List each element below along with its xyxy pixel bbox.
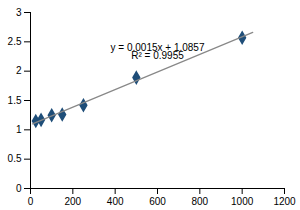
svg-text:200: 200 — [64, 196, 81, 207]
svg-text:y = 0.0015x + 1.0857: y = 0.0015x + 1.0857 — [110, 41, 205, 53]
svg-text:3: 3 — [16, 7, 22, 18]
svg-text:1000: 1000 — [231, 196, 254, 207]
svg-text:0: 0 — [16, 183, 22, 194]
svg-text:0: 0 — [28, 196, 34, 207]
svg-text:1200: 1200 — [273, 196, 296, 207]
svg-text:800: 800 — [191, 196, 208, 207]
svg-text:0.5: 0.5 — [8, 153, 22, 164]
svg-text:1.5: 1.5 — [8, 95, 22, 106]
svg-text:1: 1 — [16, 124, 22, 135]
svg-text:400: 400 — [107, 196, 124, 207]
svg-text:600: 600 — [149, 196, 166, 207]
svg-text:2: 2 — [16, 65, 22, 76]
svg-text:R² = 0.9955: R² = 0.9955 — [131, 50, 184, 61]
svg-text:2.5: 2.5 — [8, 36, 22, 47]
